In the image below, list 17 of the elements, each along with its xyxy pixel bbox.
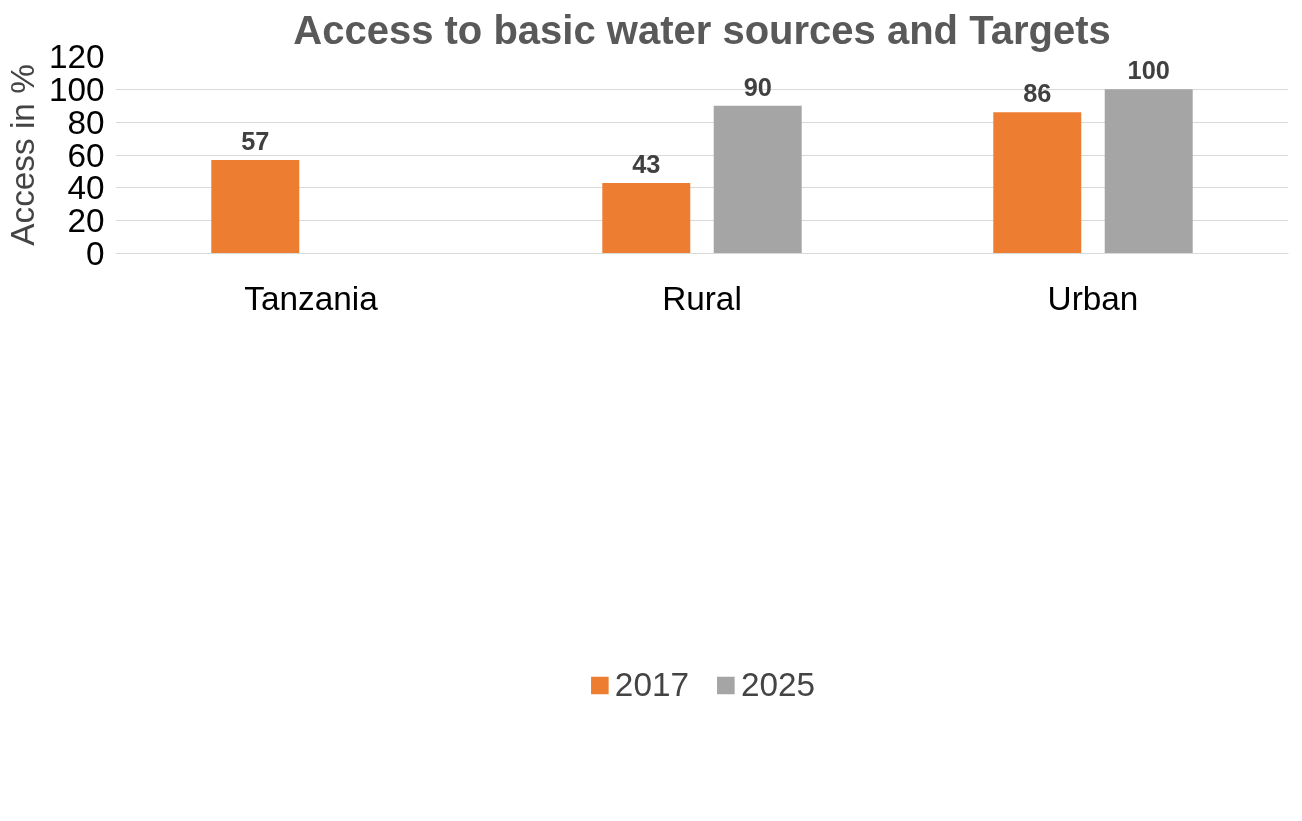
- bar: [211, 159, 300, 254]
- data-label: 90: [743, 72, 772, 101]
- data-label: 57: [241, 126, 270, 155]
- legend-label: 2017: [614, 665, 689, 704]
- legend-label: 2025: [741, 665, 816, 704]
- bar: [993, 112, 1082, 254]
- bar: [713, 105, 802, 254]
- data-label: 86: [1023, 79, 1052, 108]
- data-label: 43: [632, 149, 661, 178]
- x-tick-label: Urban: [1047, 279, 1139, 317]
- x-tick-label: Rural: [662, 279, 742, 317]
- bar: [1104, 89, 1193, 254]
- x-tick-label: Tanzania: [244, 279, 379, 317]
- bar: [602, 182, 691, 254]
- chart-title: Access to basic water sources and Targets: [293, 7, 1111, 52]
- y-axis-title: Access in %: [3, 64, 41, 246]
- data-label: 100: [1127, 56, 1170, 85]
